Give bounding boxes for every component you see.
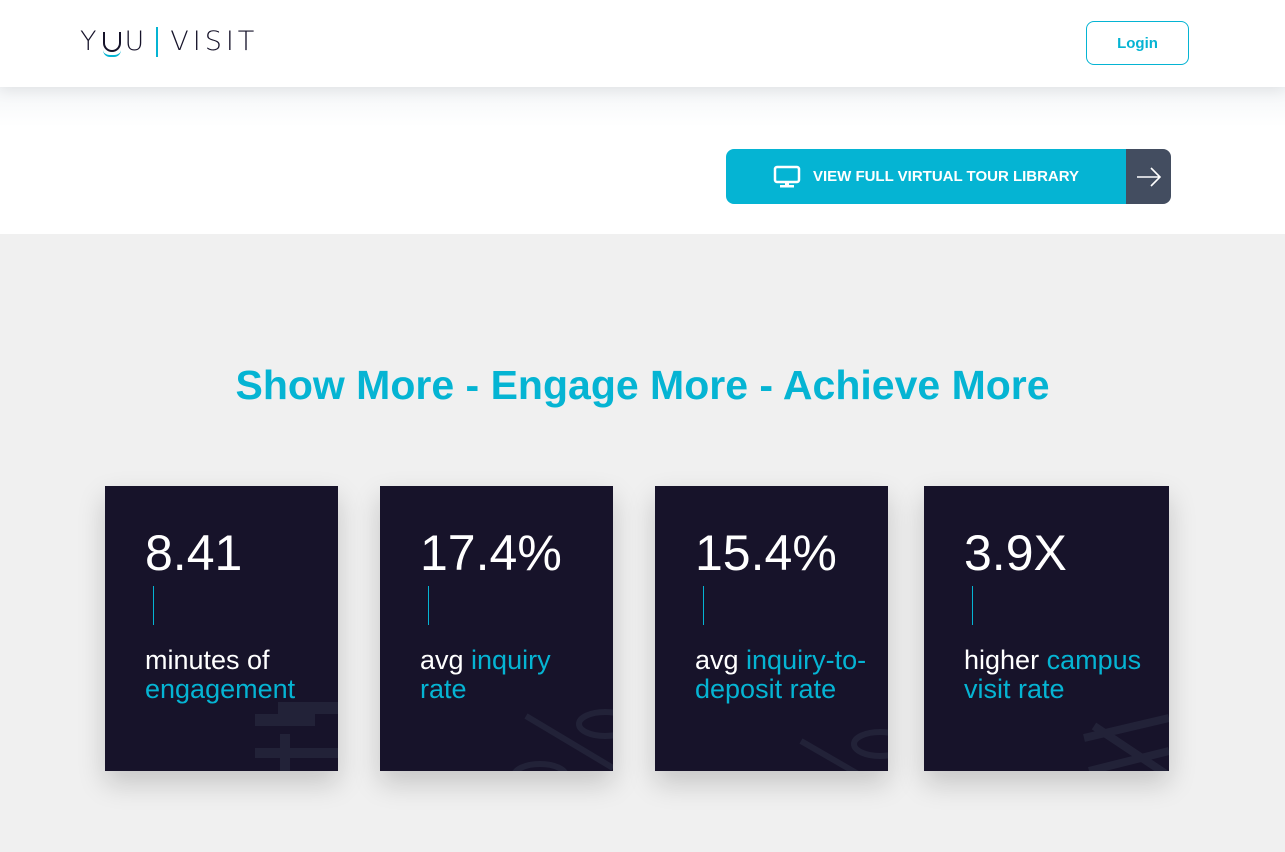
stat-divider [703,586,704,625]
watermark-glyph [512,709,613,771]
stat-value: 15.4% [695,525,837,581]
label-plain: avg [420,645,472,675]
label-plain: minutes of [145,645,270,675]
logo-u: U [124,26,149,57]
watermark-glyph [1083,714,1169,771]
stat-value: 17.4% [420,525,562,581]
arrow-right-icon[interactable] [1126,149,1171,204]
stat-card: 3.9X higher campus visit rate [924,486,1169,771]
label-highlight: engagement [145,674,296,704]
tour-button-label: VIEW FULL VIRTUAL TOUR LIBRARY [812,168,1080,185]
label-highlight: inquiry rate [420,645,551,704]
label-highlight: inquiry-to-deposit rate [695,645,867,704]
stat-divider [972,586,973,625]
login-button[interactable]: Login [1086,21,1189,65]
stat-card: 17.4% avg inquiry rate [380,486,613,771]
stat-value: 8.41 [145,525,243,581]
logo-text-you: Y [80,26,101,57]
logo-text-visit: VISIT [170,26,259,57]
view-tour-library-button[interactable]: VIEW FULL VIRTUAL TOUR LIBRARY [726,149,1171,204]
headline: Show More - Engage More - Achieve More [235,362,1050,408]
label-plain: avg [695,645,747,675]
watermark-glyph [799,729,888,771]
stat-label: minutes of engagement [145,646,328,704]
watermark-glyph [255,702,338,771]
stat-card: 15.4% avg inquiry-to-deposit rate [655,486,888,771]
stat-label: avg inquiry rate [420,646,603,704]
stat-card: 8.41 minutes of engagement [105,486,338,771]
tour-button-main[interactable]: VIEW FULL VIRTUAL TOUR LIBRARY [726,149,1126,204]
monitor-icon [773,165,801,187]
logo-o-glyph [102,31,121,57]
stat-divider [428,586,429,625]
stat-divider [153,586,154,625]
label-highlight: campus visit rate [964,645,1142,704]
label-plain: higher [964,645,1047,675]
stat-label: higher campus visit rate [964,646,1159,704]
logo-divider [156,26,159,57]
stat-value: 3.9X [964,525,1067,581]
stat-label: avg inquiry-to-deposit rate [695,646,878,704]
